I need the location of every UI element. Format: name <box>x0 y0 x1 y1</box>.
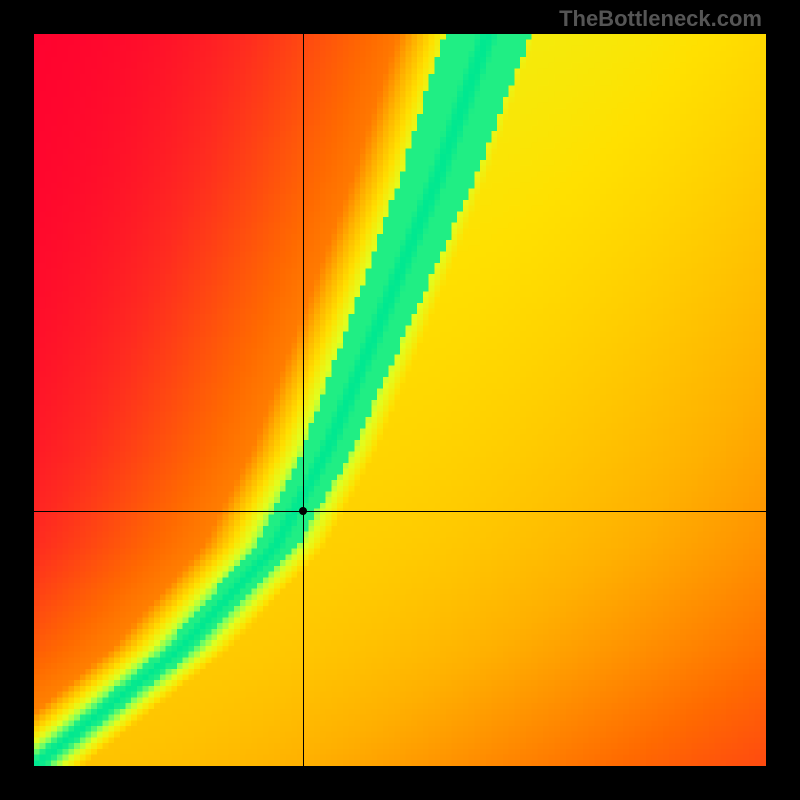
heatmap-canvas <box>34 34 766 766</box>
crosshair-horizontal <box>34 511 766 512</box>
watermark-text: TheBottleneck.com <box>559 6 762 32</box>
figure-frame: TheBottleneck.com <box>0 0 800 800</box>
heatmap-plot <box>34 34 766 766</box>
crosshair-vertical <box>303 34 304 766</box>
